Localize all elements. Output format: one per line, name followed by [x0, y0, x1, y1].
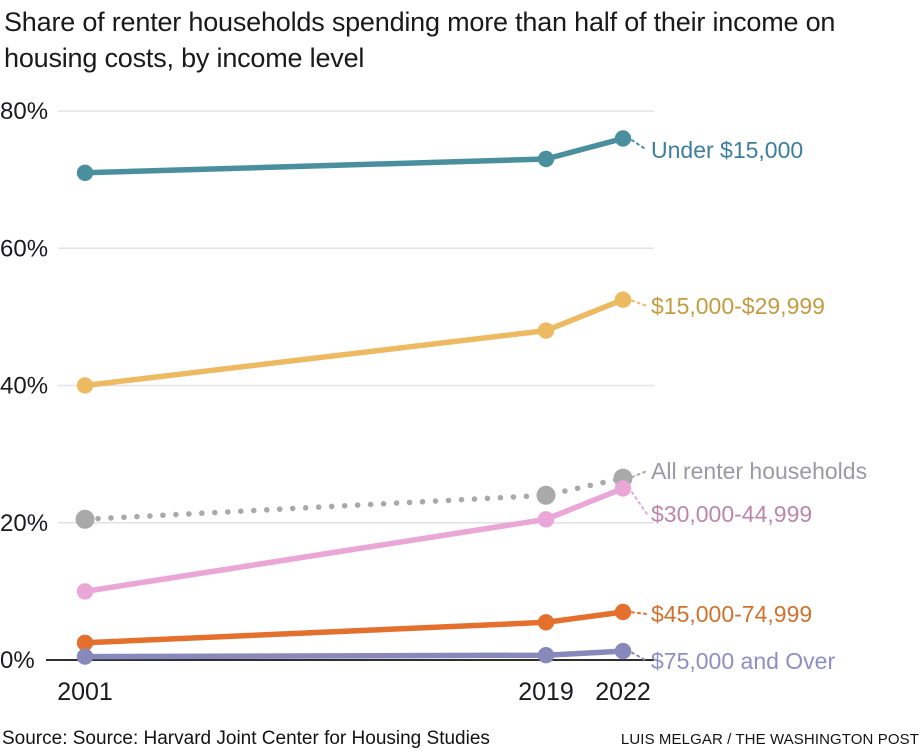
series-label: All renter households	[651, 458, 868, 484]
label-leader-line	[631, 299, 648, 307]
series-point	[614, 130, 632, 147]
series-label: $15,000-$29,999	[651, 293, 825, 319]
series-line	[82, 296, 626, 389]
y-tick-label: 80%	[0, 98, 48, 125]
byline-credit: LUIS MELGAR / THE WASHINGTON POST	[620, 731, 919, 748]
label-leader-line	[631, 139, 648, 151]
x-tick-label: 2022	[595, 678, 651, 706]
series-point	[75, 509, 95, 529]
series-point	[76, 377, 94, 394]
label-leader-line	[631, 651, 648, 662]
series-point	[76, 634, 94, 651]
label-leader-line	[631, 611, 648, 615]
series-point	[537, 647, 555, 664]
series-label: Under $15,000	[651, 137, 804, 163]
y-tick-label: 40%	[0, 373, 48, 400]
series-point	[614, 603, 632, 621]
series-point	[614, 642, 632, 660]
series-point	[537, 322, 555, 339]
label-leader-line	[631, 470, 648, 479]
series-line	[82, 475, 626, 523]
chart-title: Share of renter households spending more…	[4, 7, 836, 73]
series-point	[614, 291, 632, 308]
series-label: $45,000-74,999	[651, 601, 813, 627]
series-point	[76, 648, 94, 665]
series-point	[537, 150, 555, 168]
y-tick-label: 0%	[0, 647, 35, 674]
x-tick-label: 2019	[518, 678, 574, 706]
x-tick-label: 2001	[57, 678, 113, 706]
source-note: Source: Source: Harvard Joint Center for…	[2, 728, 490, 749]
footer: Source: Source: Harvard Joint Center for…	[2, 728, 919, 750]
series-point	[537, 614, 555, 631]
series-label: $75,000 and Over	[651, 648, 836, 674]
y-tick-label: 60%	[0, 235, 48, 262]
series-label: $30,000-44,999	[651, 501, 813, 527]
series-point	[76, 164, 94, 181]
series-point	[614, 480, 632, 497]
label-leader-line	[631, 491, 648, 515]
y-tick-label: 20%	[0, 510, 48, 537]
series-point	[76, 583, 94, 600]
series-point	[537, 511, 555, 528]
series-point	[536, 485, 556, 505]
